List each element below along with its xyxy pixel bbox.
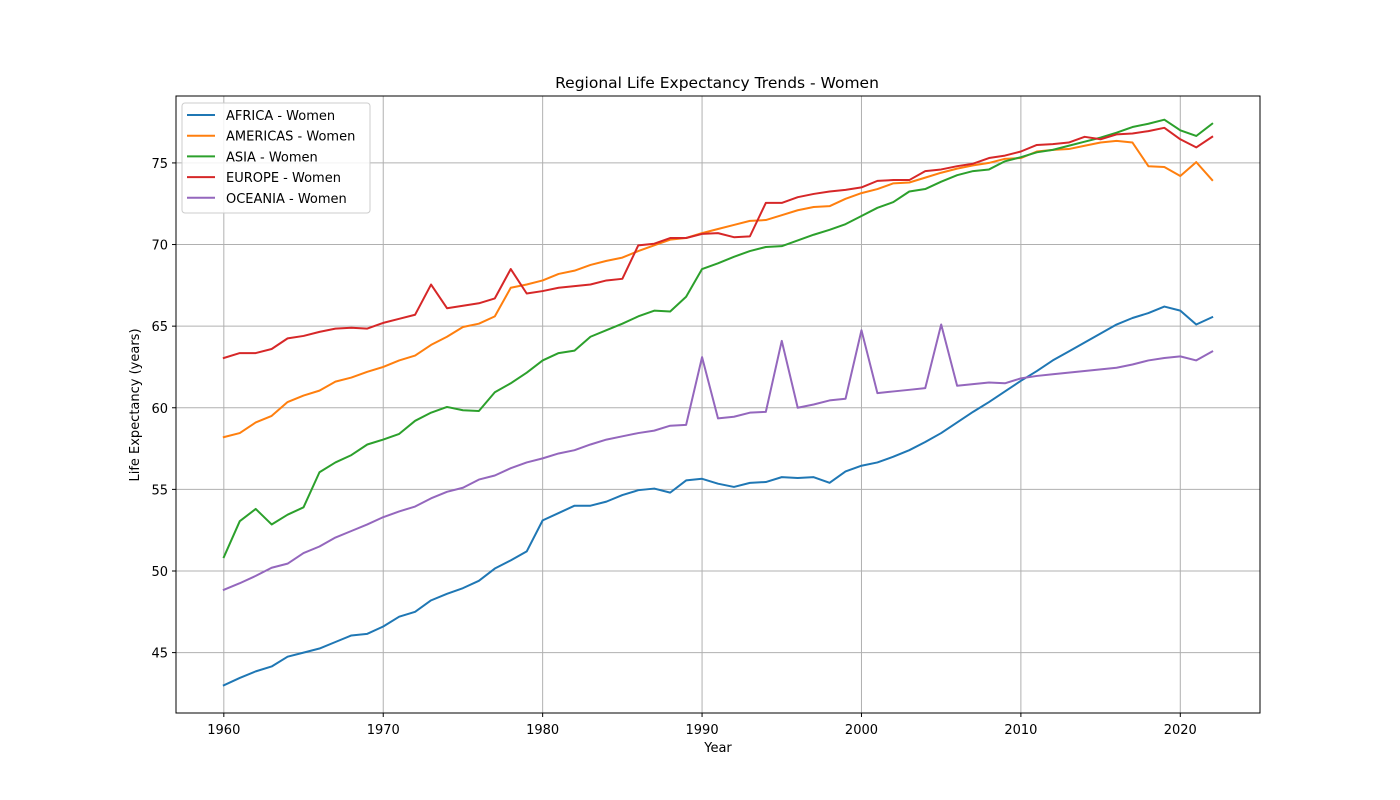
y-axis-label: Life Expectancy (years)	[128, 328, 143, 481]
x-tick-label: 2020	[1164, 723, 1197, 738]
legend-label-oceania: OCEANIA - Women	[226, 192, 347, 207]
series-line-africa	[222, 305, 1214, 687]
chart-title: Regional Life Expectancy Trends - Women	[555, 74, 879, 92]
series-lines	[222, 118, 1214, 687]
y-tick-label: 70	[151, 239, 168, 254]
legend-label-europe: EUROPE - Women	[226, 171, 341, 186]
y-tick-label: 75	[151, 157, 168, 172]
y-tick-label: 55	[151, 483, 168, 498]
legend-label-asia: ASIA - Women	[226, 150, 318, 165]
series-line-oceania	[222, 323, 1214, 592]
x-tick-label: 1970	[367, 723, 400, 738]
legend-label-americas: AMERICAS - Women	[226, 130, 355, 145]
y-axis-ticks: 45 50 55 60 65 70 75	[151, 157, 176, 662]
x-tick-label: 1960	[207, 723, 240, 738]
x-tick-label: 1990	[686, 723, 719, 738]
legend-box	[181, 102, 371, 214]
y-tick-label: 65	[151, 320, 168, 335]
x-tick-label: 2010	[1004, 723, 1037, 738]
y-tick-label: 50	[151, 565, 168, 580]
x-tick-label: 2000	[845, 723, 878, 738]
y-tick-label: 45	[151, 647, 168, 662]
legend: AFRICA - Women AMERICAS - Women ASIA - Wom…	[181, 102, 371, 214]
x-tick-label: 1980	[526, 723, 559, 738]
x-axis-label: Year	[703, 741, 732, 756]
series-line-americas	[222, 139, 1214, 439]
grid	[176, 96, 1260, 713]
y-tick-label: 60	[151, 402, 168, 417]
plot-frame	[175, 95, 1261, 714]
series-line-europe	[222, 126, 1214, 360]
legend-label-africa: AFRICA - Women	[226, 109, 335, 124]
series-line-asia	[222, 118, 1214, 559]
x-axis-ticks: 1960 1970 1980 1990 2000 2010 2020	[207, 713, 1197, 738]
